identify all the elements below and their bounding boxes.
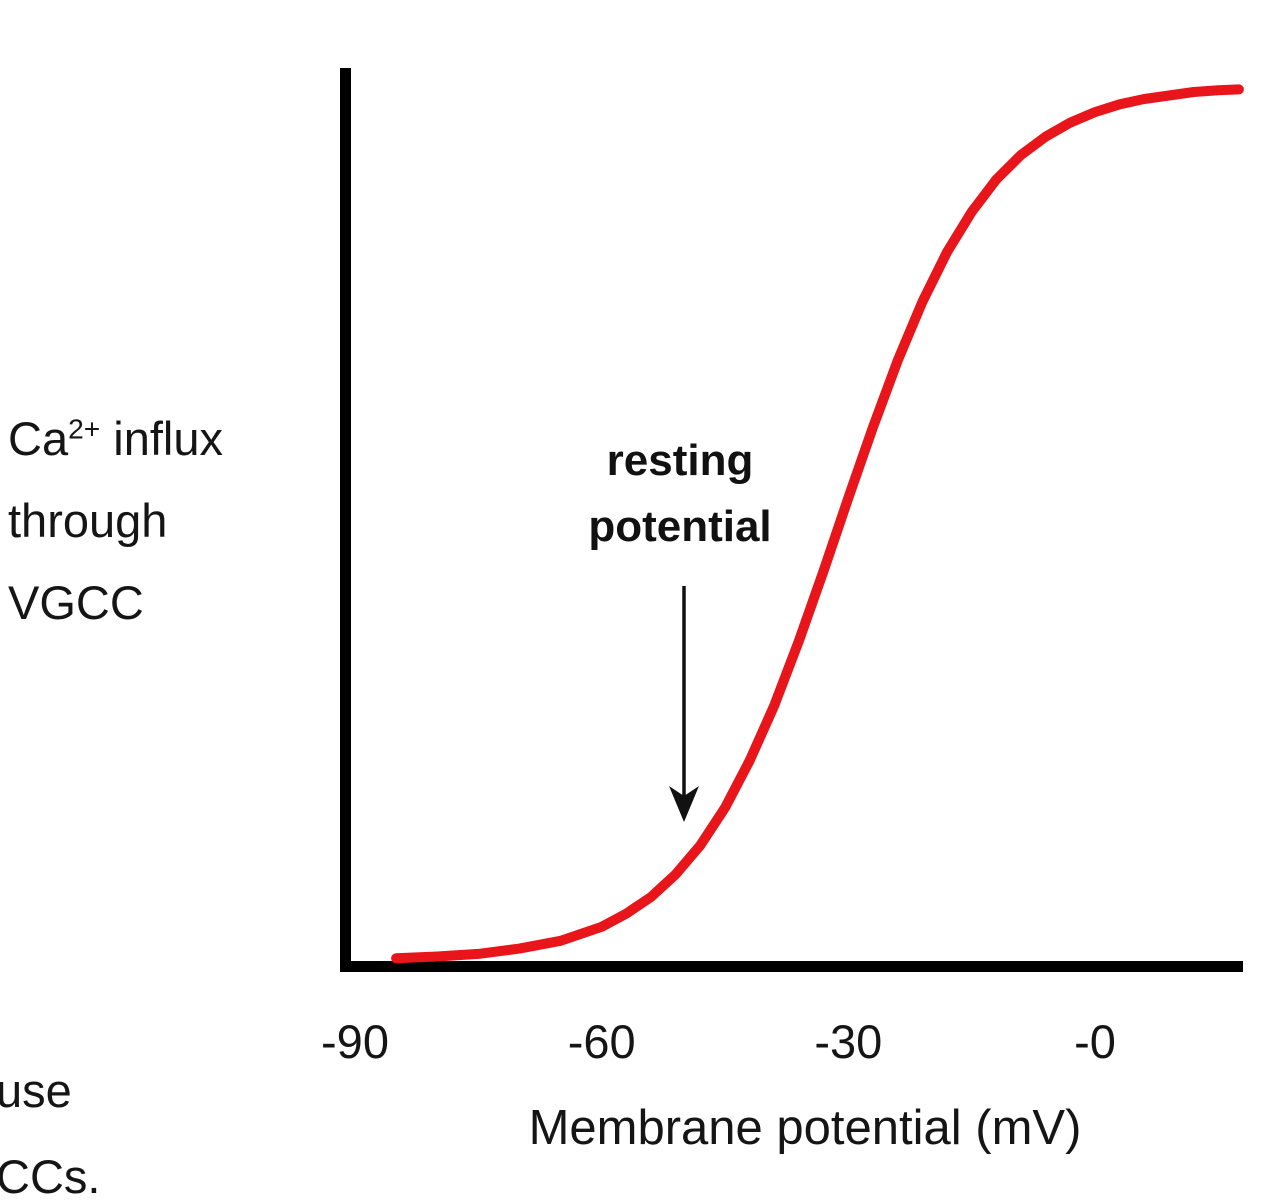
- resting-potential-arrow: [669, 586, 699, 822]
- resting-potential-annotation: resting potential: [588, 436, 772, 551]
- y-axis-label-sup: 2+: [68, 412, 101, 445]
- y-axis-label-line1: Ca2+ influx: [8, 398, 223, 480]
- x-tick-label: -90: [321, 1015, 389, 1068]
- x-tick-labels: -90 -60 -30 -0: [321, 1015, 1116, 1068]
- x-tick-label: -30: [814, 1015, 882, 1068]
- y-axis-label-line2: through: [8, 494, 168, 547]
- ca-influx-curve: [391, 84, 1244, 964]
- x-tick-label: -0: [1074, 1015, 1116, 1068]
- cutoff-left-text: use CCs.: [0, 1064, 101, 1200]
- arrow-head: [669, 786, 699, 822]
- y-axis-label-ca: Ca: [8, 412, 69, 465]
- x-tick-label: -60: [568, 1015, 636, 1068]
- x-axis-label: Membrane potential (mV): [528, 1101, 1082, 1155]
- y-axis-label-influx: influx: [100, 412, 224, 465]
- y-axis-label: Ca2+ influx through VGCC: [8, 398, 223, 644]
- y-axis-label-line3: VGCC: [8, 576, 144, 629]
